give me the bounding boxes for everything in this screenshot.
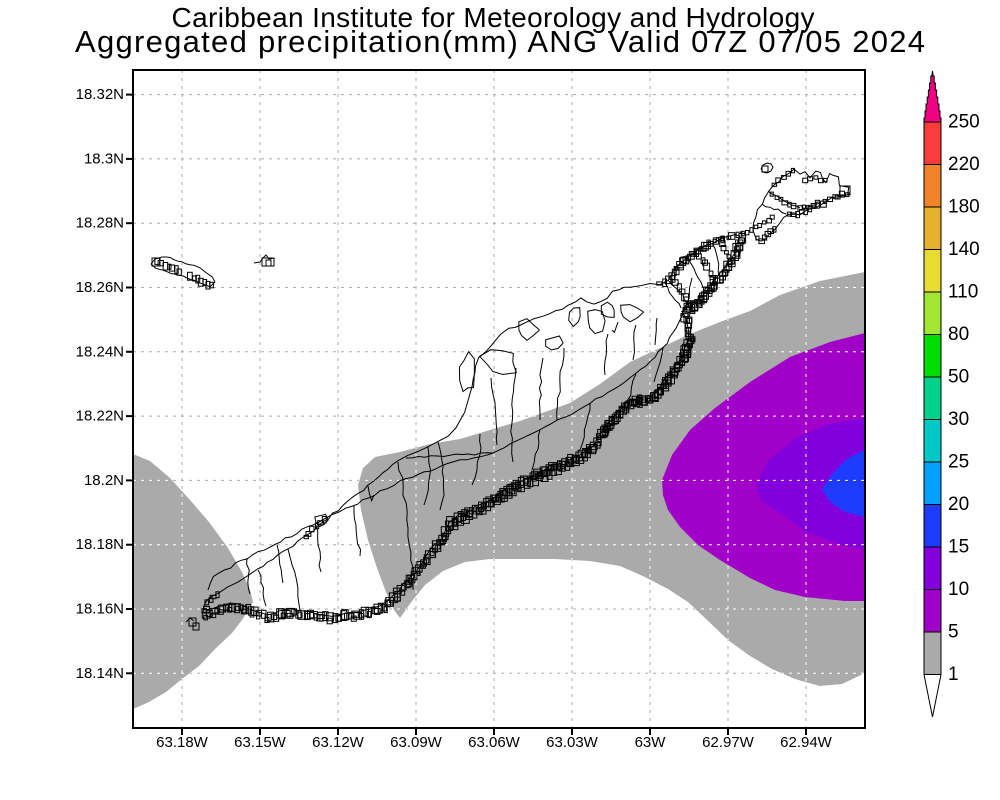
svg-text:18.16N: 18.16N bbox=[76, 601, 124, 618]
svg-text:18.24N: 18.24N bbox=[76, 343, 124, 360]
svg-text:63W: 63W bbox=[635, 734, 667, 751]
svg-text:18.14N: 18.14N bbox=[76, 665, 124, 682]
svg-text:18.3N: 18.3N bbox=[84, 150, 124, 167]
svg-text:1: 1 bbox=[948, 664, 959, 685]
svg-text:Caribbean Institute for Meteor: Caribbean Institute for Meteorology and … bbox=[172, 2, 815, 33]
svg-text:63.06W: 63.06W bbox=[468, 734, 521, 751]
svg-text:50: 50 bbox=[948, 367, 969, 388]
svg-text:63.18W: 63.18W bbox=[156, 734, 209, 751]
svg-text:63.12W: 63.12W bbox=[312, 734, 365, 751]
svg-text:Aggregated precipitation(mm) A: Aggregated precipitation(mm) ANG Valid 0… bbox=[75, 24, 925, 59]
svg-text:62.94W: 62.94W bbox=[780, 734, 833, 751]
svg-text:62.97W: 62.97W bbox=[702, 734, 755, 751]
svg-text:18.26N: 18.26N bbox=[76, 279, 124, 296]
svg-text:63.15W: 63.15W bbox=[234, 734, 287, 751]
svg-text:250: 250 bbox=[948, 112, 980, 133]
svg-text:18.28N: 18.28N bbox=[76, 215, 124, 232]
svg-text:18.32N: 18.32N bbox=[76, 86, 124, 103]
svg-text:18.22N: 18.22N bbox=[76, 408, 124, 425]
svg-text:18.18N: 18.18N bbox=[76, 536, 124, 553]
svg-text:20: 20 bbox=[948, 494, 969, 515]
svg-text:140: 140 bbox=[948, 239, 980, 260]
svg-text:63.03W: 63.03W bbox=[546, 734, 599, 751]
svg-text:180: 180 bbox=[948, 197, 980, 218]
svg-text:110: 110 bbox=[948, 282, 978, 303]
svg-text:10: 10 bbox=[948, 579, 969, 600]
svg-text:18.2N: 18.2N bbox=[84, 472, 124, 489]
svg-text:5: 5 bbox=[948, 622, 959, 643]
svg-text:25: 25 bbox=[948, 452, 969, 473]
svg-text:63.09W: 63.09W bbox=[390, 734, 443, 751]
svg-text:80: 80 bbox=[948, 324, 969, 345]
svg-text:15: 15 bbox=[948, 537, 969, 558]
svg-text:30: 30 bbox=[948, 409, 969, 430]
svg-text:220: 220 bbox=[948, 154, 980, 175]
